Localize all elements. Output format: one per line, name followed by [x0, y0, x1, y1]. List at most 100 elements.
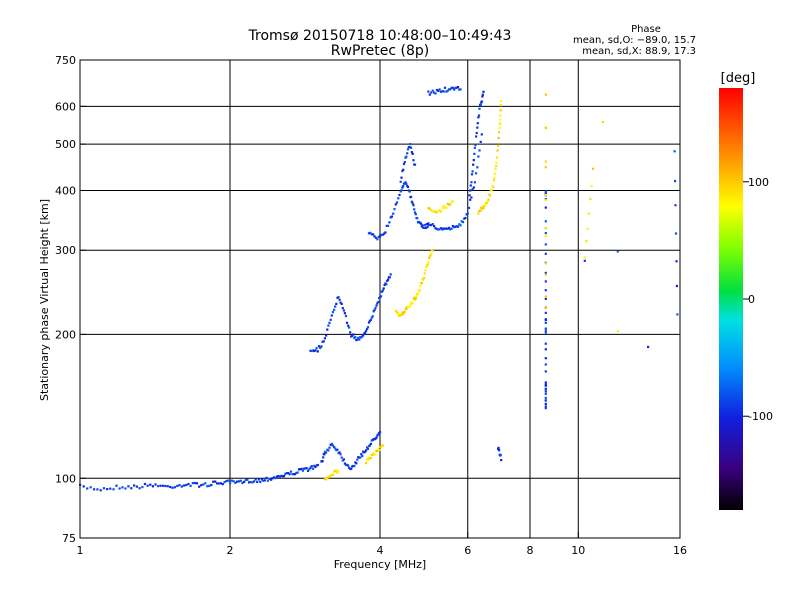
- data-point-x: [427, 261, 430, 264]
- data-point-o: [345, 321, 349, 324]
- data-point-o: [413, 211, 417, 214]
- data-point-x: [479, 206, 483, 209]
- data-point-o: [296, 471, 299, 474]
- data-point-o: [544, 190, 547, 193]
- data-point-o: [544, 318, 547, 321]
- data-point-o: [399, 180, 402, 183]
- data-point-o: [470, 181, 473, 184]
- data-point-x: [495, 161, 498, 164]
- data-point-o: [475, 135, 478, 138]
- data-point-o: [156, 485, 160, 488]
- data-point-o: [130, 487, 133, 490]
- chart-title: Tromsø 20150718 10:48:00–10:49:43: [248, 28, 512, 44]
- data-point-o: [368, 444, 371, 447]
- data-point-o: [437, 89, 440, 92]
- data-point-o: [473, 152, 476, 155]
- data-point-o: [305, 467, 308, 470]
- data-point-o: [380, 233, 383, 236]
- data-point-o: [445, 90, 448, 93]
- data-point-x: [429, 254, 432, 257]
- data-point-o: [616, 250, 619, 253]
- data-point-x: [544, 235, 547, 238]
- data-point-o: [317, 345, 321, 348]
- data-point-o: [433, 225, 436, 228]
- data-point-o: [470, 196, 473, 199]
- data-point-o: [252, 480, 256, 483]
- data-point-o: [458, 223, 461, 226]
- data-point-o: [398, 193, 401, 197]
- data-point-x: [441, 207, 444, 210]
- data-point-o: [372, 310, 375, 313]
- data-point-o: [112, 488, 115, 491]
- colorbar-tick-label: -100: [748, 410, 773, 423]
- data-point-o: [544, 370, 547, 373]
- data-point-o: [544, 407, 547, 410]
- data-point-o: [423, 223, 426, 227]
- data-point-o: [382, 287, 385, 290]
- data-point-o: [310, 349, 313, 353]
- x-tick-label: 8: [527, 544, 534, 557]
- data-point-o: [285, 472, 288, 475]
- data-point-o: [461, 221, 465, 224]
- data-point-o: [364, 331, 367, 334]
- data-point-o: [333, 308, 336, 311]
- data-point-x: [411, 302, 414, 305]
- data-point-o: [314, 349, 317, 352]
- data-point-o: [333, 446, 336, 449]
- data-point-x: [430, 209, 433, 212]
- data-point-x: [484, 204, 487, 207]
- data-point-o: [370, 316, 373, 319]
- data-point-o: [366, 446, 369, 449]
- data-point-o: [410, 151, 413, 154]
- data-point-o: [421, 224, 424, 227]
- data-point-o: [316, 350, 319, 353]
- data-point-o: [583, 259, 586, 262]
- data-point-o: [367, 232, 371, 235]
- x-tick-label: 1: [77, 544, 84, 557]
- data-point-o: [474, 143, 477, 147]
- colorbar-tick-label: 0: [748, 293, 755, 306]
- data-point-o: [127, 485, 130, 488]
- data-point-o: [362, 334, 365, 337]
- data-point-o: [480, 100, 483, 103]
- data-point-x: [428, 257, 431, 260]
- data-point-o: [323, 453, 326, 456]
- data-point-o: [478, 149, 481, 152]
- data-point-x: [423, 272, 426, 275]
- data-point-x: [591, 167, 595, 170]
- data-point-o: [544, 321, 547, 324]
- data-point-x: [442, 205, 445, 208]
- data-point-o: [476, 166, 479, 169]
- data-point-o: [323, 450, 326, 453]
- data-point-x: [499, 104, 502, 107]
- data-point-o: [466, 212, 469, 215]
- data-point-o: [183, 484, 186, 487]
- x-tick-label: 10: [571, 544, 585, 557]
- data-point-o: [435, 88, 438, 92]
- data-point-o: [161, 484, 165, 487]
- data-point-o: [676, 313, 679, 316]
- data-point-o: [342, 458, 345, 461]
- data-point-o: [259, 480, 262, 484]
- data-point-x: [499, 118, 502, 121]
- data-point-x: [477, 212, 480, 215]
- data-point-o: [544, 357, 547, 360]
- data-point-o: [406, 148, 410, 151]
- data-point-x: [335, 469, 338, 472]
- stats-line-x: mean, sd,X: 88.9, 17.3: [582, 46, 696, 57]
- data-point-o: [376, 302, 379, 305]
- data-point-o: [149, 483, 152, 486]
- data-point-o: [376, 238, 379, 241]
- data-point-x: [587, 212, 590, 215]
- data-point-x: [447, 203, 451, 206]
- data-point-x: [544, 160, 547, 163]
- data-point-o: [403, 182, 406, 185]
- data-point-x: [416, 292, 420, 295]
- data-point-x: [485, 201, 488, 204]
- data-point-o: [413, 163, 417, 166]
- data-point-o: [331, 444, 334, 447]
- data-point-o: [309, 466, 312, 469]
- data-point-o: [544, 392, 547, 395]
- data-point-o: [271, 477, 274, 480]
- data-point-o: [342, 309, 345, 312]
